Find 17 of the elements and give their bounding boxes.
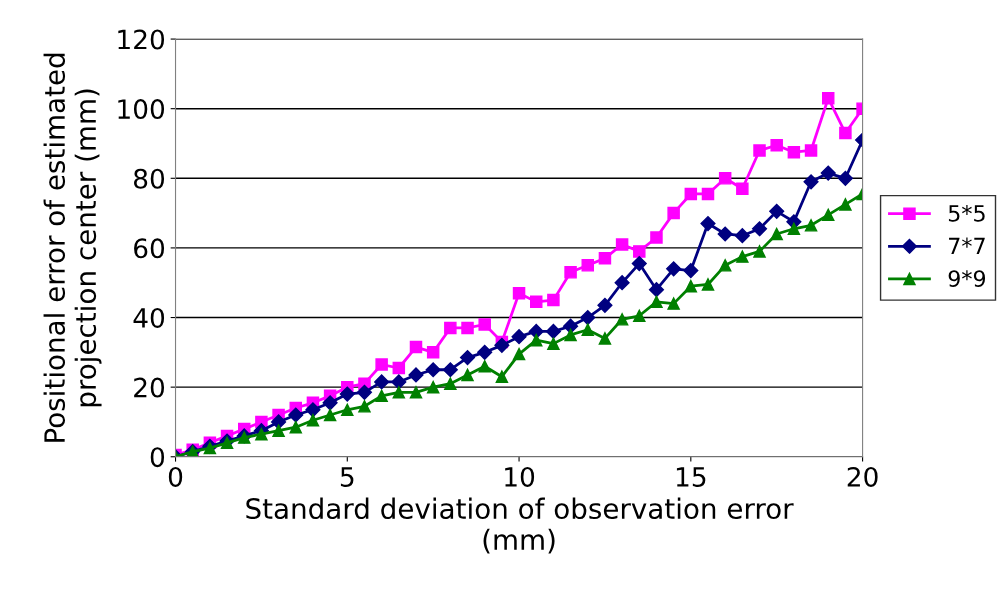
y-tick-label: 20 [134,377,165,398]
x-tick-label: 0 [168,466,183,487]
y-tick-label: 40 [133,307,165,328]
y-tick-label: 120 [118,29,165,50]
x-tick-label: 20 [847,466,878,487]
legend-label: 7*7 [949,237,985,255]
y-axis-title: Positional error of estimated projection center (mm) [43,53,102,442]
x-axis-title: Standard deviation of observation error (mm) [246,497,794,554]
y-tick-label: 80 [134,168,165,189]
x-tick-label: 5 [340,467,354,487]
legend-label: 5*5 [948,204,985,222]
y-tick-label: 100 [118,99,165,120]
y-tick-label: 60 [134,238,165,259]
legend-label: 9*9 [948,270,986,287]
y-tick-label: 0 [150,447,165,468]
x-tick-label: 15 [676,467,706,487]
x-tick-label: 10 [505,466,535,487]
